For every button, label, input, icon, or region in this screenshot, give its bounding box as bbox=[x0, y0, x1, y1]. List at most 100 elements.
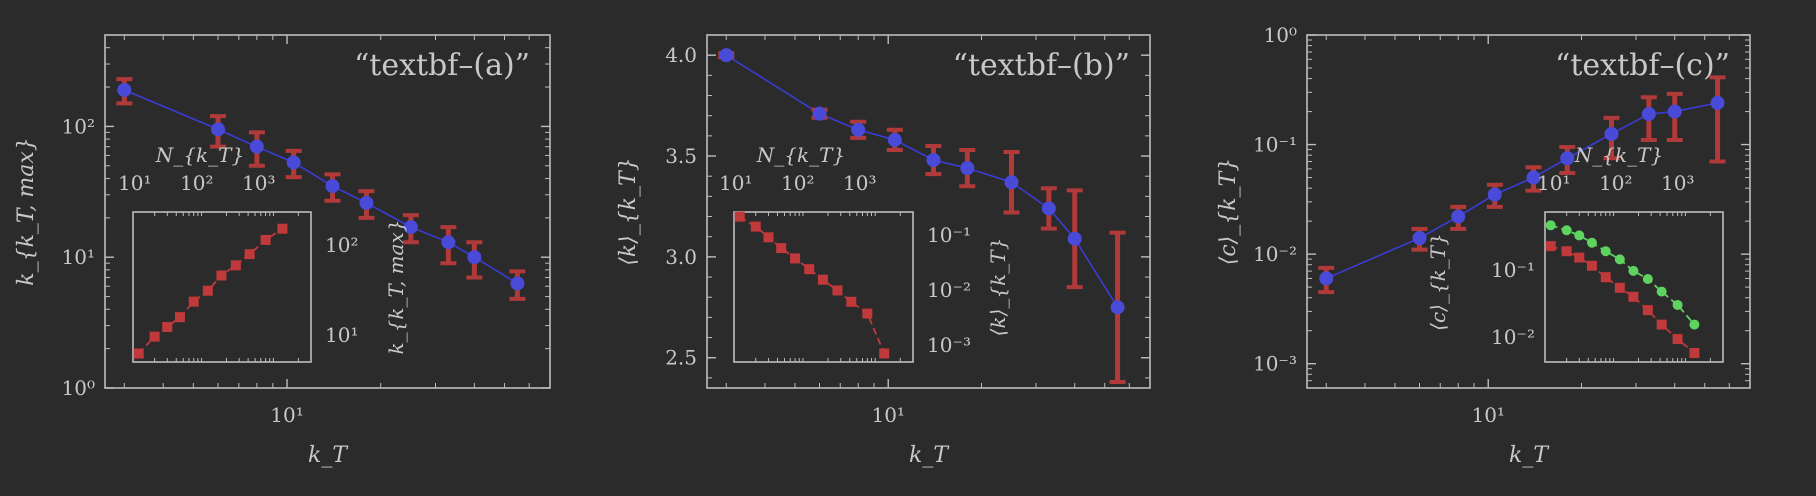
panel-b: 2.53.03.54.010¹k_T⟨k⟩_{k_T}“textbf–(b)”1… bbox=[616, 34, 1151, 468]
inset-data-point bbox=[1689, 347, 1700, 358]
data-point bbox=[887, 132, 902, 147]
y-tick-label: 10² bbox=[62, 114, 95, 138]
inset-data-point bbox=[188, 296, 199, 307]
inset-data-point bbox=[1628, 291, 1639, 302]
data-point bbox=[719, 48, 734, 63]
inset-data-point bbox=[1586, 237, 1597, 248]
inset-series-line bbox=[739, 215, 886, 354]
inset-data-point bbox=[1545, 220, 1556, 231]
series-line bbox=[725, 54, 1119, 308]
inset-x-tick-label: 10³ bbox=[1661, 171, 1694, 195]
inset-y-axis-label: ⟨c⟩_{k_T} bbox=[1426, 233, 1450, 331]
inset-data-point bbox=[1586, 260, 1597, 271]
inset-data-point bbox=[1600, 272, 1611, 283]
inset-data-point bbox=[763, 232, 774, 243]
data-point bbox=[117, 82, 132, 97]
data-point bbox=[1110, 300, 1125, 315]
plot-frame bbox=[706, 34, 1151, 389]
inset-data-point bbox=[804, 264, 815, 275]
inset-a: 10¹ 10² 10³ N_{k_T} 10² 10¹ k_{k_T, max} bbox=[118, 143, 408, 363]
inset-data-point bbox=[1642, 305, 1653, 316]
data-point bbox=[1004, 175, 1019, 190]
inset-data-point bbox=[1656, 319, 1667, 330]
y-tick-label: 10¹ bbox=[62, 245, 95, 269]
data-point bbox=[1487, 187, 1502, 202]
inset-b: 10¹ 10² 10³ N_{k_T} 10⁻¹ 10⁻² 10⁻³ ⟨k⟩_{k_T} bbox=[719, 143, 1010, 363]
data-point bbox=[441, 235, 456, 250]
x-tick-label: 10¹ bbox=[1471, 403, 1504, 427]
y-tick-label: 3.5 bbox=[665, 144, 697, 168]
data-point bbox=[1319, 271, 1334, 286]
data-point bbox=[960, 161, 975, 176]
data-point bbox=[1667, 104, 1682, 119]
inset-x-tick-label: 10¹ bbox=[719, 171, 752, 195]
inset-data-point bbox=[776, 243, 787, 254]
y-tick-label: 3.0 bbox=[665, 245, 697, 269]
inset-data-point bbox=[277, 223, 288, 234]
x-tick-label: 10¹ bbox=[270, 403, 303, 427]
inset-data-point bbox=[1672, 299, 1683, 310]
inset-data-point bbox=[174, 312, 185, 323]
x-axis-label: k_T bbox=[308, 443, 349, 468]
series-line bbox=[124, 89, 518, 285]
inset-frame bbox=[733, 211, 914, 363]
inset-data-point bbox=[149, 331, 160, 342]
inset-y-axis-label: ⟨k⟩_{k_T} bbox=[986, 238, 1010, 337]
inset-x-tick-label: 10² bbox=[1599, 171, 1632, 195]
inset-data-point bbox=[1642, 274, 1653, 285]
inset-x-tick-label: 10² bbox=[180, 171, 213, 195]
inset-y-tick-label: 10¹ bbox=[325, 323, 358, 347]
y-tick-label: 10⁻² bbox=[1253, 242, 1297, 266]
y-tick-label: 10⁰ bbox=[62, 376, 95, 400]
data-point bbox=[1604, 126, 1619, 141]
plot-frame bbox=[1306, 34, 1751, 389]
inset-x-tick-label: 10³ bbox=[843, 171, 876, 195]
inset-x-axis-label: N_{k_T} bbox=[1574, 143, 1663, 167]
inset-data-point bbox=[862, 308, 873, 319]
inset-data-point bbox=[1545, 241, 1556, 252]
data-point bbox=[812, 106, 827, 121]
inset-frame bbox=[1544, 211, 1724, 363]
inset-y-tick-label: 10⁻¹ bbox=[927, 223, 971, 247]
inset-data-point bbox=[750, 221, 761, 232]
inset-y-tick-label: 10⁻³ bbox=[927, 333, 971, 357]
inset-data-point bbox=[230, 260, 241, 271]
data-point bbox=[1067, 231, 1082, 246]
inset-data-point bbox=[817, 274, 828, 285]
data-point bbox=[1710, 95, 1725, 110]
inset-data-point bbox=[244, 249, 255, 260]
data-point bbox=[1641, 107, 1656, 122]
inset-y-axis-label: k_{k_T, max} bbox=[384, 220, 408, 355]
y-axis-label: k_{k_T, max} bbox=[14, 137, 39, 285]
y-axis-label: ⟨c⟩_{k_T} bbox=[1216, 158, 1241, 266]
inset-data-point bbox=[202, 285, 213, 296]
inset-data-point bbox=[1614, 282, 1625, 293]
data-point bbox=[359, 195, 374, 210]
inset-data-point bbox=[832, 285, 843, 296]
inset-y-tick-label: 10⁻² bbox=[1491, 325, 1535, 349]
inset-data-point bbox=[1672, 334, 1683, 345]
plot-frame bbox=[104, 34, 551, 389]
data-point bbox=[851, 122, 866, 137]
inset-c: 10¹ 10² 10³ N_{k_T} 10⁻¹ 10⁻² ⟨c⟩_{k_T} bbox=[1426, 143, 1724, 363]
inset-data-point bbox=[1614, 254, 1625, 265]
y-tick-label: 10⁻³ bbox=[1253, 352, 1297, 376]
series-line bbox=[1325, 102, 1718, 280]
inset-y-tick-label: 10⁻² bbox=[927, 278, 971, 302]
inset-frame bbox=[132, 211, 312, 363]
inset-y-tick-label: 10⁻¹ bbox=[1491, 258, 1535, 282]
inset-data-point bbox=[790, 253, 801, 264]
data-point bbox=[1041, 201, 1056, 216]
data-point bbox=[211, 122, 226, 137]
data-point bbox=[403, 220, 418, 235]
data-point bbox=[1560, 151, 1575, 166]
inset-x-tick-label: 10¹ bbox=[118, 171, 151, 195]
data-point bbox=[249, 139, 264, 154]
x-axis-label: k_T bbox=[1509, 443, 1550, 468]
inset-data-point bbox=[1574, 230, 1585, 241]
y-axis-label: ⟨k⟩_{k_T} bbox=[616, 157, 641, 266]
inset-data-point bbox=[1574, 252, 1585, 263]
inset-data-point bbox=[1561, 225, 1572, 236]
panel-title: “textbf–(a)” bbox=[354, 48, 530, 83]
